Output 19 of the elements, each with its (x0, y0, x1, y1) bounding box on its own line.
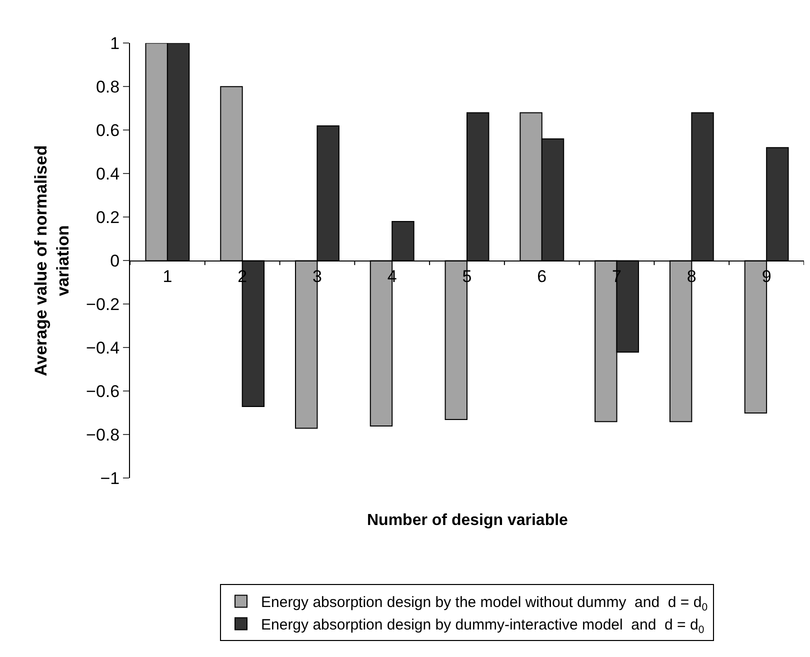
legend-label: Energy absorption design by the model without dummy and d = d$_{0}$ (261, 594, 708, 614)
y-tick-label: 0.2 (96, 208, 120, 228)
y-tick-label: −0.8 (86, 426, 120, 445)
y-tick-label: −0.2 (86, 295, 120, 314)
x-tick-label: 8 (686, 267, 696, 286)
y-tick-label: 1 (110, 34, 120, 54)
y-tick-label: 0.4 (96, 164, 120, 184)
y-tick-label: 0 (110, 252, 120, 271)
x-tick-label: 6 (537, 267, 547, 286)
y-tick-label: −1 (100, 469, 120, 488)
y-tick-label: −0.4 (86, 338, 120, 358)
x-axis-title: Number of design variable (367, 512, 568, 529)
y-tick-label: −0.6 (86, 382, 120, 402)
y-axis-title: Average value of normalised variation (31, 145, 73, 376)
y-tick-label: 0.6 (96, 121, 120, 140)
y-tick-label: 0.8 (96, 78, 120, 97)
x-tick-label: 1 (162, 267, 172, 286)
x-tick-label: 9 (762, 267, 772, 286)
legend-label: Energy absorption design by dummy-interactive model and d = d$_{0}$ (261, 616, 704, 636)
